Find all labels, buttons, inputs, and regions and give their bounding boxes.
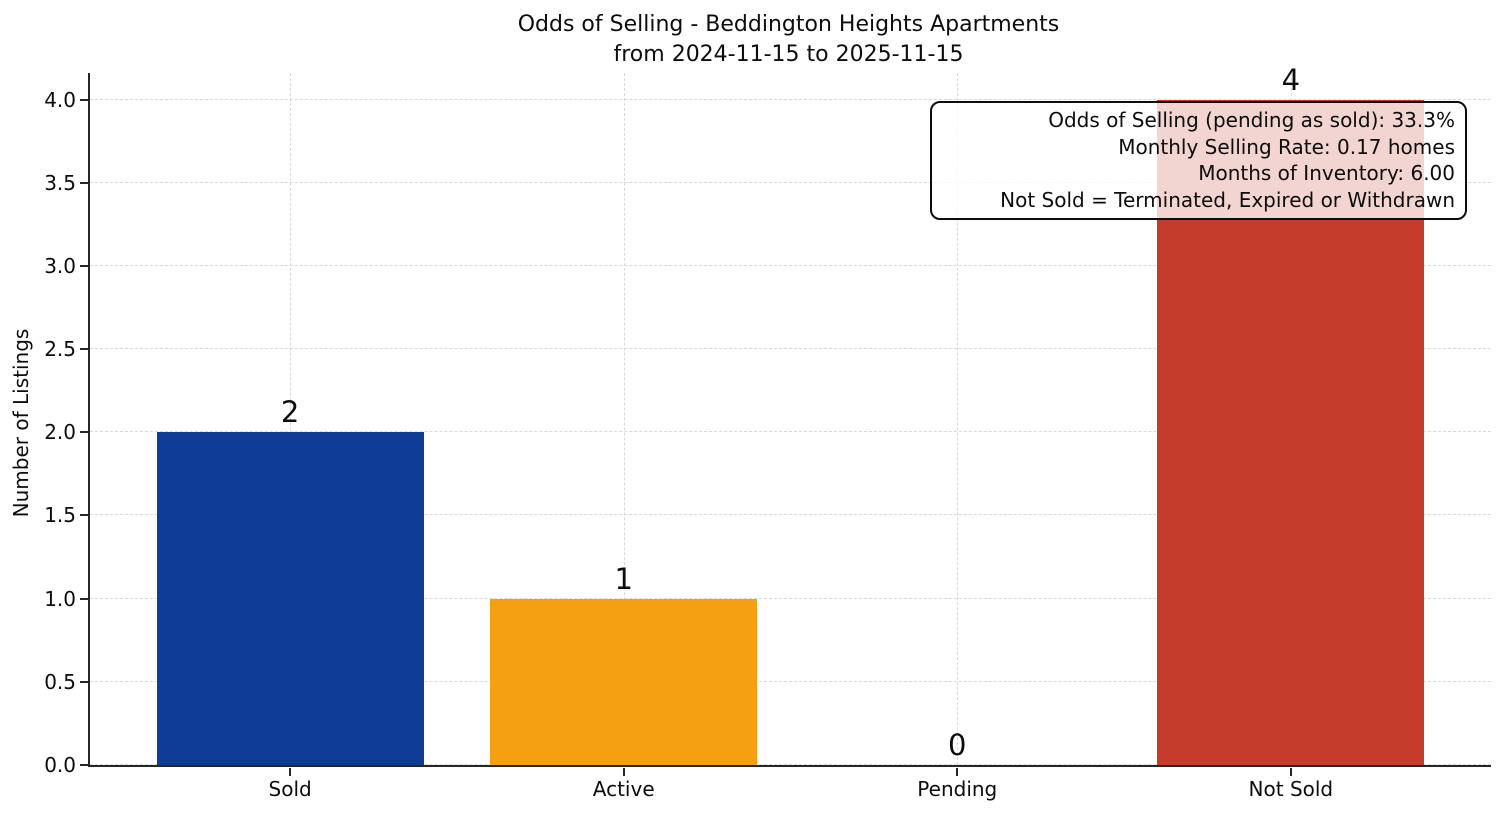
x-tick-mark bbox=[622, 768, 625, 776]
gridline-x-sold bbox=[290, 73, 292, 765]
chart-title-line2: from 2024-11-15 to 2025-11-15 bbox=[613, 42, 964, 67]
gridline-y-2.5 bbox=[90, 348, 1491, 350]
bar-active bbox=[490, 598, 758, 765]
gridline-x-active bbox=[623, 73, 625, 765]
y-tick-label: 3.5 bbox=[44, 170, 76, 195]
y-tick-label: 1.0 bbox=[44, 586, 76, 611]
x-tick-mark bbox=[956, 768, 959, 776]
gridline-y-4.0 bbox=[90, 98, 1491, 100]
bar-value-label-active: 1 bbox=[614, 561, 633, 596]
plot-area: Odds of Selling (pending as sold): 33.3%… bbox=[44, 65, 1491, 799]
y-tick-mark bbox=[80, 264, 88, 267]
bar-value-label-pending: 0 bbox=[948, 728, 967, 762]
gridline-y-3.0 bbox=[90, 264, 1491, 266]
y-tick-label: 2.0 bbox=[44, 420, 76, 445]
gridline-y-0.5 bbox=[90, 680, 1491, 682]
y-tick-mark bbox=[80, 514, 88, 517]
x-tick-mark bbox=[1289, 768, 1292, 776]
y-tick-mark bbox=[80, 680, 88, 683]
bar-sold bbox=[156, 432, 424, 765]
y-tick-label: 0.0 bbox=[44, 753, 76, 777]
y-tick-label: 0.5 bbox=[44, 669, 76, 694]
gridline-y-3.5 bbox=[90, 181, 1491, 183]
y-tick-label: 3.0 bbox=[44, 253, 76, 278]
chart-title-line1: Odds of Selling - Beddington Heights Apa… bbox=[517, 12, 1060, 37]
y-axis-label: Number of Listings bbox=[9, 328, 33, 518]
y-tick-label: 1.5 bbox=[44, 503, 76, 528]
bar-value-label-sold: 2 bbox=[280, 395, 300, 430]
gridline-y-0.0 bbox=[90, 764, 1491, 765]
y-tick-mark bbox=[80, 98, 88, 101]
x-tick-label-pending: Pending bbox=[917, 777, 998, 801]
y-tick-mark bbox=[80, 181, 88, 184]
annotation-months-of-inventory: Months of Inventory: 6.00 bbox=[1198, 161, 1455, 185]
annotation-not-sold-definition: Not Sold = Terminated, Expired or Withdr… bbox=[1000, 187, 1455, 212]
annotation-monthly-selling-rate: Monthly Selling Rate: 0.17 homes bbox=[1118, 134, 1455, 159]
y-tick-mark bbox=[80, 431, 88, 434]
annotation-box: Odds of Selling (pending as sold): 33.3%… bbox=[930, 101, 1467, 220]
bar-value-label-not-sold: 4 bbox=[1281, 62, 1301, 97]
x-tick-mark bbox=[289, 768, 292, 776]
x-tick-label-sold: Sold bbox=[268, 777, 312, 801]
y-tick-mark bbox=[80, 764, 88, 766]
gridline-y-1.0 bbox=[90, 597, 1491, 599]
y-tick-label: 4.0 bbox=[44, 87, 76, 112]
gridline-y-1.5 bbox=[90, 514, 1491, 516]
gridline-y-2.0 bbox=[90, 431, 1491, 433]
x-tick-label-active: Active bbox=[592, 777, 655, 801]
y-tick-label: 2.5 bbox=[44, 337, 76, 362]
gridline-x-pending bbox=[957, 73, 959, 765]
x-tick-label-not-sold: Not Sold bbox=[1248, 777, 1334, 801]
y-tick-mark bbox=[80, 348, 88, 351]
chart-title: Odds of Selling - Beddington Heights Apa… bbox=[88, 10, 1489, 70]
annotation-odds-of-selling: Odds of Selling (pending as sold): 33.3% bbox=[1048, 108, 1455, 132]
y-tick-mark bbox=[80, 597, 88, 600]
